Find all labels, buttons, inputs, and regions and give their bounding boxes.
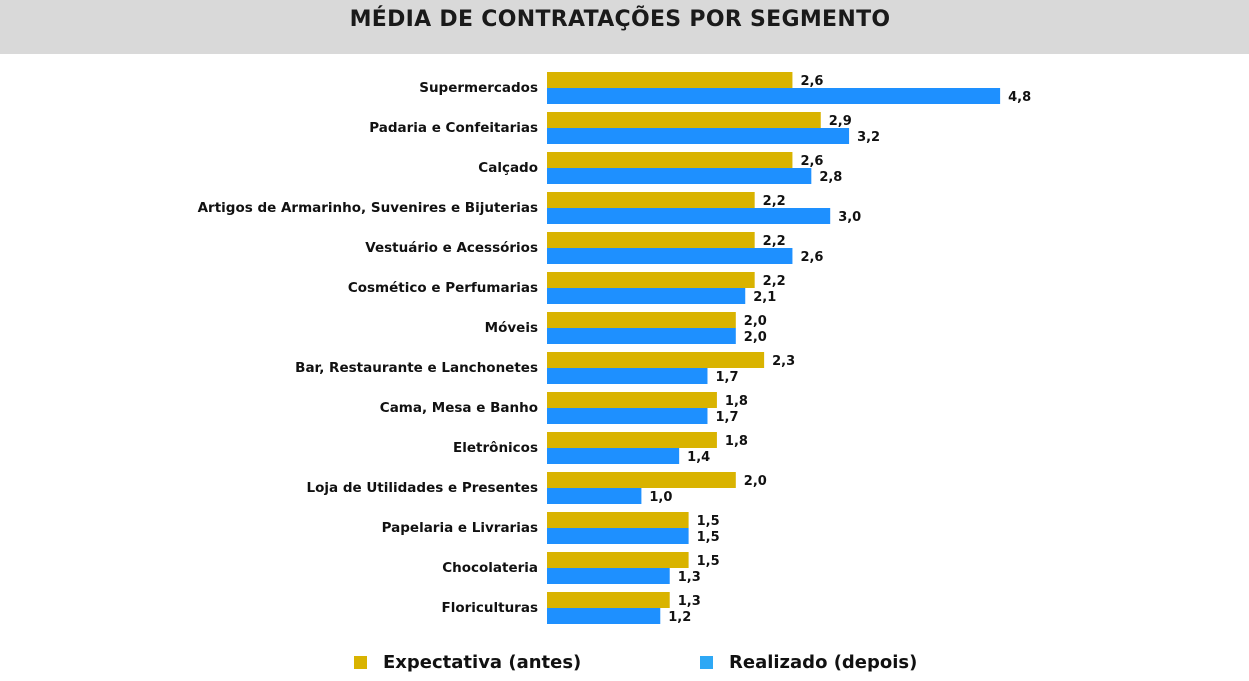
- value-label-realizado-cosmetico-e-perfumarias: 2,1: [753, 290, 776, 305]
- value-label-realizado-cama-mesa-e-banho: 1,7: [715, 410, 738, 425]
- category-label-bar-restaurante-e-lanchonetes: Bar, Restaurante e Lanchonetes: [295, 360, 538, 376]
- value-label-realizado-chocolateria: 1,3: [678, 570, 701, 585]
- bar-realizado-cosmetico-e-perfumarias: [547, 288, 746, 304]
- value-label-realizado-supermercados: 4,8: [1008, 90, 1031, 105]
- category-label-padaria-e-confeitarias: Padaria e Confeitarias: [369, 120, 538, 136]
- value-label-expectativa-artigos-de-armarinho-suvenires-e-bijuterias: 2,2: [763, 194, 786, 209]
- category-label-moveis: Móveis: [485, 320, 538, 336]
- value-label-expectativa-eletronicos: 1,8: [725, 434, 748, 449]
- category-label-calcado: Calçado: [478, 160, 538, 176]
- bar-realizado-eletronicos: [547, 448, 680, 464]
- value-label-realizado-moveis: 2,0: [744, 330, 767, 345]
- bar-expectativa-bar-restaurante-e-lanchonetes: [547, 352, 765, 368]
- bar-expectativa-padaria-e-confeitarias: [547, 112, 821, 128]
- bar-realizado-floriculturas: [547, 608, 661, 624]
- legend-label-expectativa: Expectativa (antes): [383, 652, 582, 673]
- bar-expectativa-chocolateria: [547, 552, 689, 568]
- bar-expectativa-cama-mesa-e-banho: [547, 392, 717, 408]
- legend-item-realizado: Realizado (depois): [700, 652, 917, 673]
- bar-realizado-vestuario-e-acessorios: [547, 248, 793, 264]
- legend-swatch-realizado: [700, 656, 713, 669]
- value-label-expectativa-chocolateria: 1,5: [697, 554, 720, 569]
- bar-expectativa-floriculturas: [547, 592, 670, 608]
- bar-expectativa-moveis: [547, 312, 736, 328]
- title-bar: MÉDIA DE CONTRATAÇÕES POR SEGMENTO: [0, 0, 1249, 54]
- bar-realizado-cama-mesa-e-banho: [547, 408, 708, 424]
- bar-expectativa-vestuario-e-acessorios: [547, 232, 755, 248]
- bar-chart: Supermercados 2,6 4,8 Padaria e Confeitaria…: [198, 72, 1031, 625]
- category-label-floriculturas: Floriculturas: [441, 600, 538, 616]
- value-label-realizado-papelaria-e-livrarias: 1,5: [697, 530, 720, 545]
- value-label-realizado-bar-restaurante-e-lanchonetes: 1,7: [715, 370, 738, 385]
- category-label-cama-mesa-e-banho: Cama, Mesa e Banho: [380, 400, 538, 416]
- category-label-eletronicos: Eletrônicos: [453, 440, 538, 456]
- category-label-papelaria-e-livrarias: Papelaria e Livrarias: [382, 520, 538, 536]
- value-label-expectativa-supermercados: 2,6: [800, 74, 823, 89]
- value-label-expectativa-bar-restaurante-e-lanchonetes: 2,3: [772, 354, 795, 369]
- bar-realizado-bar-restaurante-e-lanchonetes: [547, 368, 708, 384]
- category-label-vestuario-e-acessorios: Vestuário e Acessórios: [365, 240, 538, 256]
- value-label-realizado-calcado: 2,8: [819, 170, 842, 185]
- bar-realizado-papelaria-e-livrarias: [547, 528, 689, 544]
- value-label-expectativa-floriculturas: 1,3: [678, 594, 701, 609]
- bar-expectativa-supermercados: [547, 72, 793, 88]
- value-label-expectativa-loja-de-utilidades-e-presentes: 2,0: [744, 474, 767, 489]
- value-label-expectativa-papelaria-e-livrarias: 1,5: [697, 514, 720, 529]
- bar-expectativa-eletronicos: [547, 432, 717, 448]
- legend-swatch-expectativa: [354, 656, 367, 669]
- value-label-expectativa-calcado: 2,6: [800, 154, 823, 169]
- value-label-expectativa-vestuario-e-acessorios: 2,2: [763, 234, 786, 249]
- value-label-realizado-padaria-e-confeitarias: 3,2: [857, 130, 880, 145]
- bar-realizado-padaria-e-confeitarias: [547, 128, 850, 144]
- bar-realizado-chocolateria: [547, 568, 670, 584]
- legend: Expectativa (antes) Realizado (depois): [0, 652, 1249, 678]
- value-label-realizado-vestuario-e-acessorios: 2,6: [800, 250, 823, 265]
- bar-realizado-loja-de-utilidades-e-presentes: [547, 488, 642, 504]
- bar-realizado-supermercados: [547, 88, 1001, 104]
- value-label-expectativa-cosmetico-e-perfumarias: 2,2: [763, 274, 786, 289]
- category-label-loja-de-utilidades-e-presentes: Loja de Utilidades e Presentes: [307, 480, 538, 496]
- bar-expectativa-papelaria-e-livrarias: [547, 512, 689, 528]
- value-label-realizado-floriculturas: 1,2: [668, 610, 691, 625]
- bar-realizado-artigos-de-armarinho-suvenires-e-bijuterias: [547, 208, 831, 224]
- value-label-realizado-loja-de-utilidades-e-presentes: 1,0: [649, 490, 672, 505]
- legend-label-realizado: Realizado (depois): [729, 652, 918, 673]
- value-label-expectativa-moveis: 2,0: [744, 314, 767, 329]
- bar-expectativa-cosmetico-e-perfumarias: [547, 272, 755, 288]
- bar-expectativa-calcado: [547, 152, 793, 168]
- legend-item-expectativa: Expectativa (antes): [354, 652, 581, 673]
- category-label-chocolateria: Chocolateria: [442, 560, 538, 576]
- category-label-artigos-de-armarinho-suvenires-e-bijuterias: Artigos de Armarinho, Suvenires e Bijute…: [198, 200, 538, 216]
- chart-title: MÉDIA DE CONTRATAÇÕES POR SEGMENTO: [349, 7, 891, 32]
- value-label-realizado-artigos-de-armarinho-suvenires-e-bijuterias: 3,0: [838, 210, 861, 225]
- bar-expectativa-loja-de-utilidades-e-presentes: [547, 472, 736, 488]
- bar-realizado-moveis: [547, 328, 736, 344]
- category-label-supermercados: Supermercados: [419, 80, 538, 96]
- value-label-expectativa-cama-mesa-e-banho: 1,8: [725, 394, 748, 409]
- category-label-cosmetico-e-perfumarias: Cosmético e Perfumarias: [348, 280, 538, 296]
- bar-realizado-calcado: [547, 168, 812, 184]
- bar-expectativa-artigos-de-armarinho-suvenires-e-bijuterias: [547, 192, 755, 208]
- value-label-realizado-eletronicos: 1,4: [687, 450, 710, 465]
- value-label-expectativa-padaria-e-confeitarias: 2,9: [829, 114, 852, 129]
